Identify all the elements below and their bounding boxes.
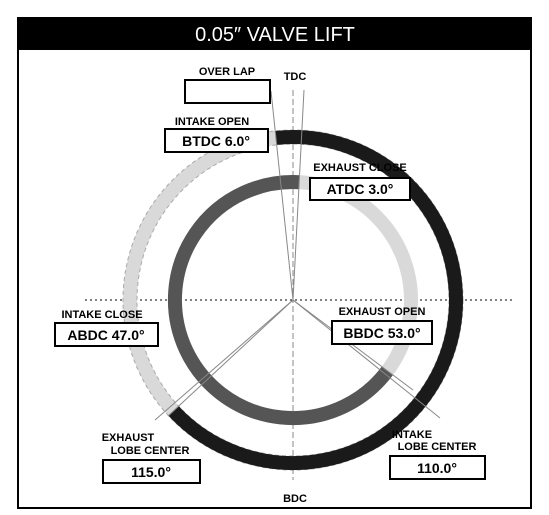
intake-lobe-value: 110.0° (417, 460, 457, 476)
intake-close-line (167, 299, 294, 417)
tdc-label: TDC (284, 71, 307, 83)
intake-open-value: BTDC 6.0° (182, 133, 250, 149)
overlap-label: OVER LAP (199, 66, 255, 78)
exhaust-open-label: EXHAUST OPEN (339, 306, 426, 318)
exhaust-lobe-label: EXHAUST (102, 432, 155, 444)
intake-lobe-label: LOBE CENTER (398, 441, 477, 453)
title-bar (18, 18, 531, 50)
ring-edge (136, 143, 450, 457)
value-box (164, 128, 269, 153)
exhaust-close-line (292, 89, 305, 301)
value-box (331, 320, 433, 345)
overlap-box (184, 79, 271, 104)
intake-open-line (270, 90, 294, 301)
exhaust-lobe-label: LOBE CENTER (111, 445, 190, 457)
intake-close-value: ABDC 47.0° (67, 327, 144, 343)
intake-close-label: INTAKE CLOSE (61, 309, 142, 321)
value-box (54, 322, 159, 347)
exhaust-close-value: ATDC 3.0° (327, 181, 394, 197)
title: 0.05″ VALVE LIFT (195, 24, 355, 46)
intake-lobe-label: INTAKE (392, 429, 432, 441)
intake-open-label: INTAKE OPEN (175, 116, 249, 128)
intake-lobe-line (292, 299, 441, 419)
value-box (102, 459, 201, 484)
exhaust-close-label: EXHAUST CLOSE (313, 162, 407, 174)
value-box (309, 177, 411, 201)
value-box (389, 455, 486, 480)
exhaust-lobe-value: 115.0° (131, 464, 171, 480)
bdc-label: BDC (283, 493, 307, 505)
exhaust-open-arc (167, 175, 393, 426)
exhaust-lobe-line (154, 299, 294, 421)
exhaust-open-value: BBDC 53.0° (343, 325, 420, 341)
intake-open-arc (168, 130, 463, 470)
